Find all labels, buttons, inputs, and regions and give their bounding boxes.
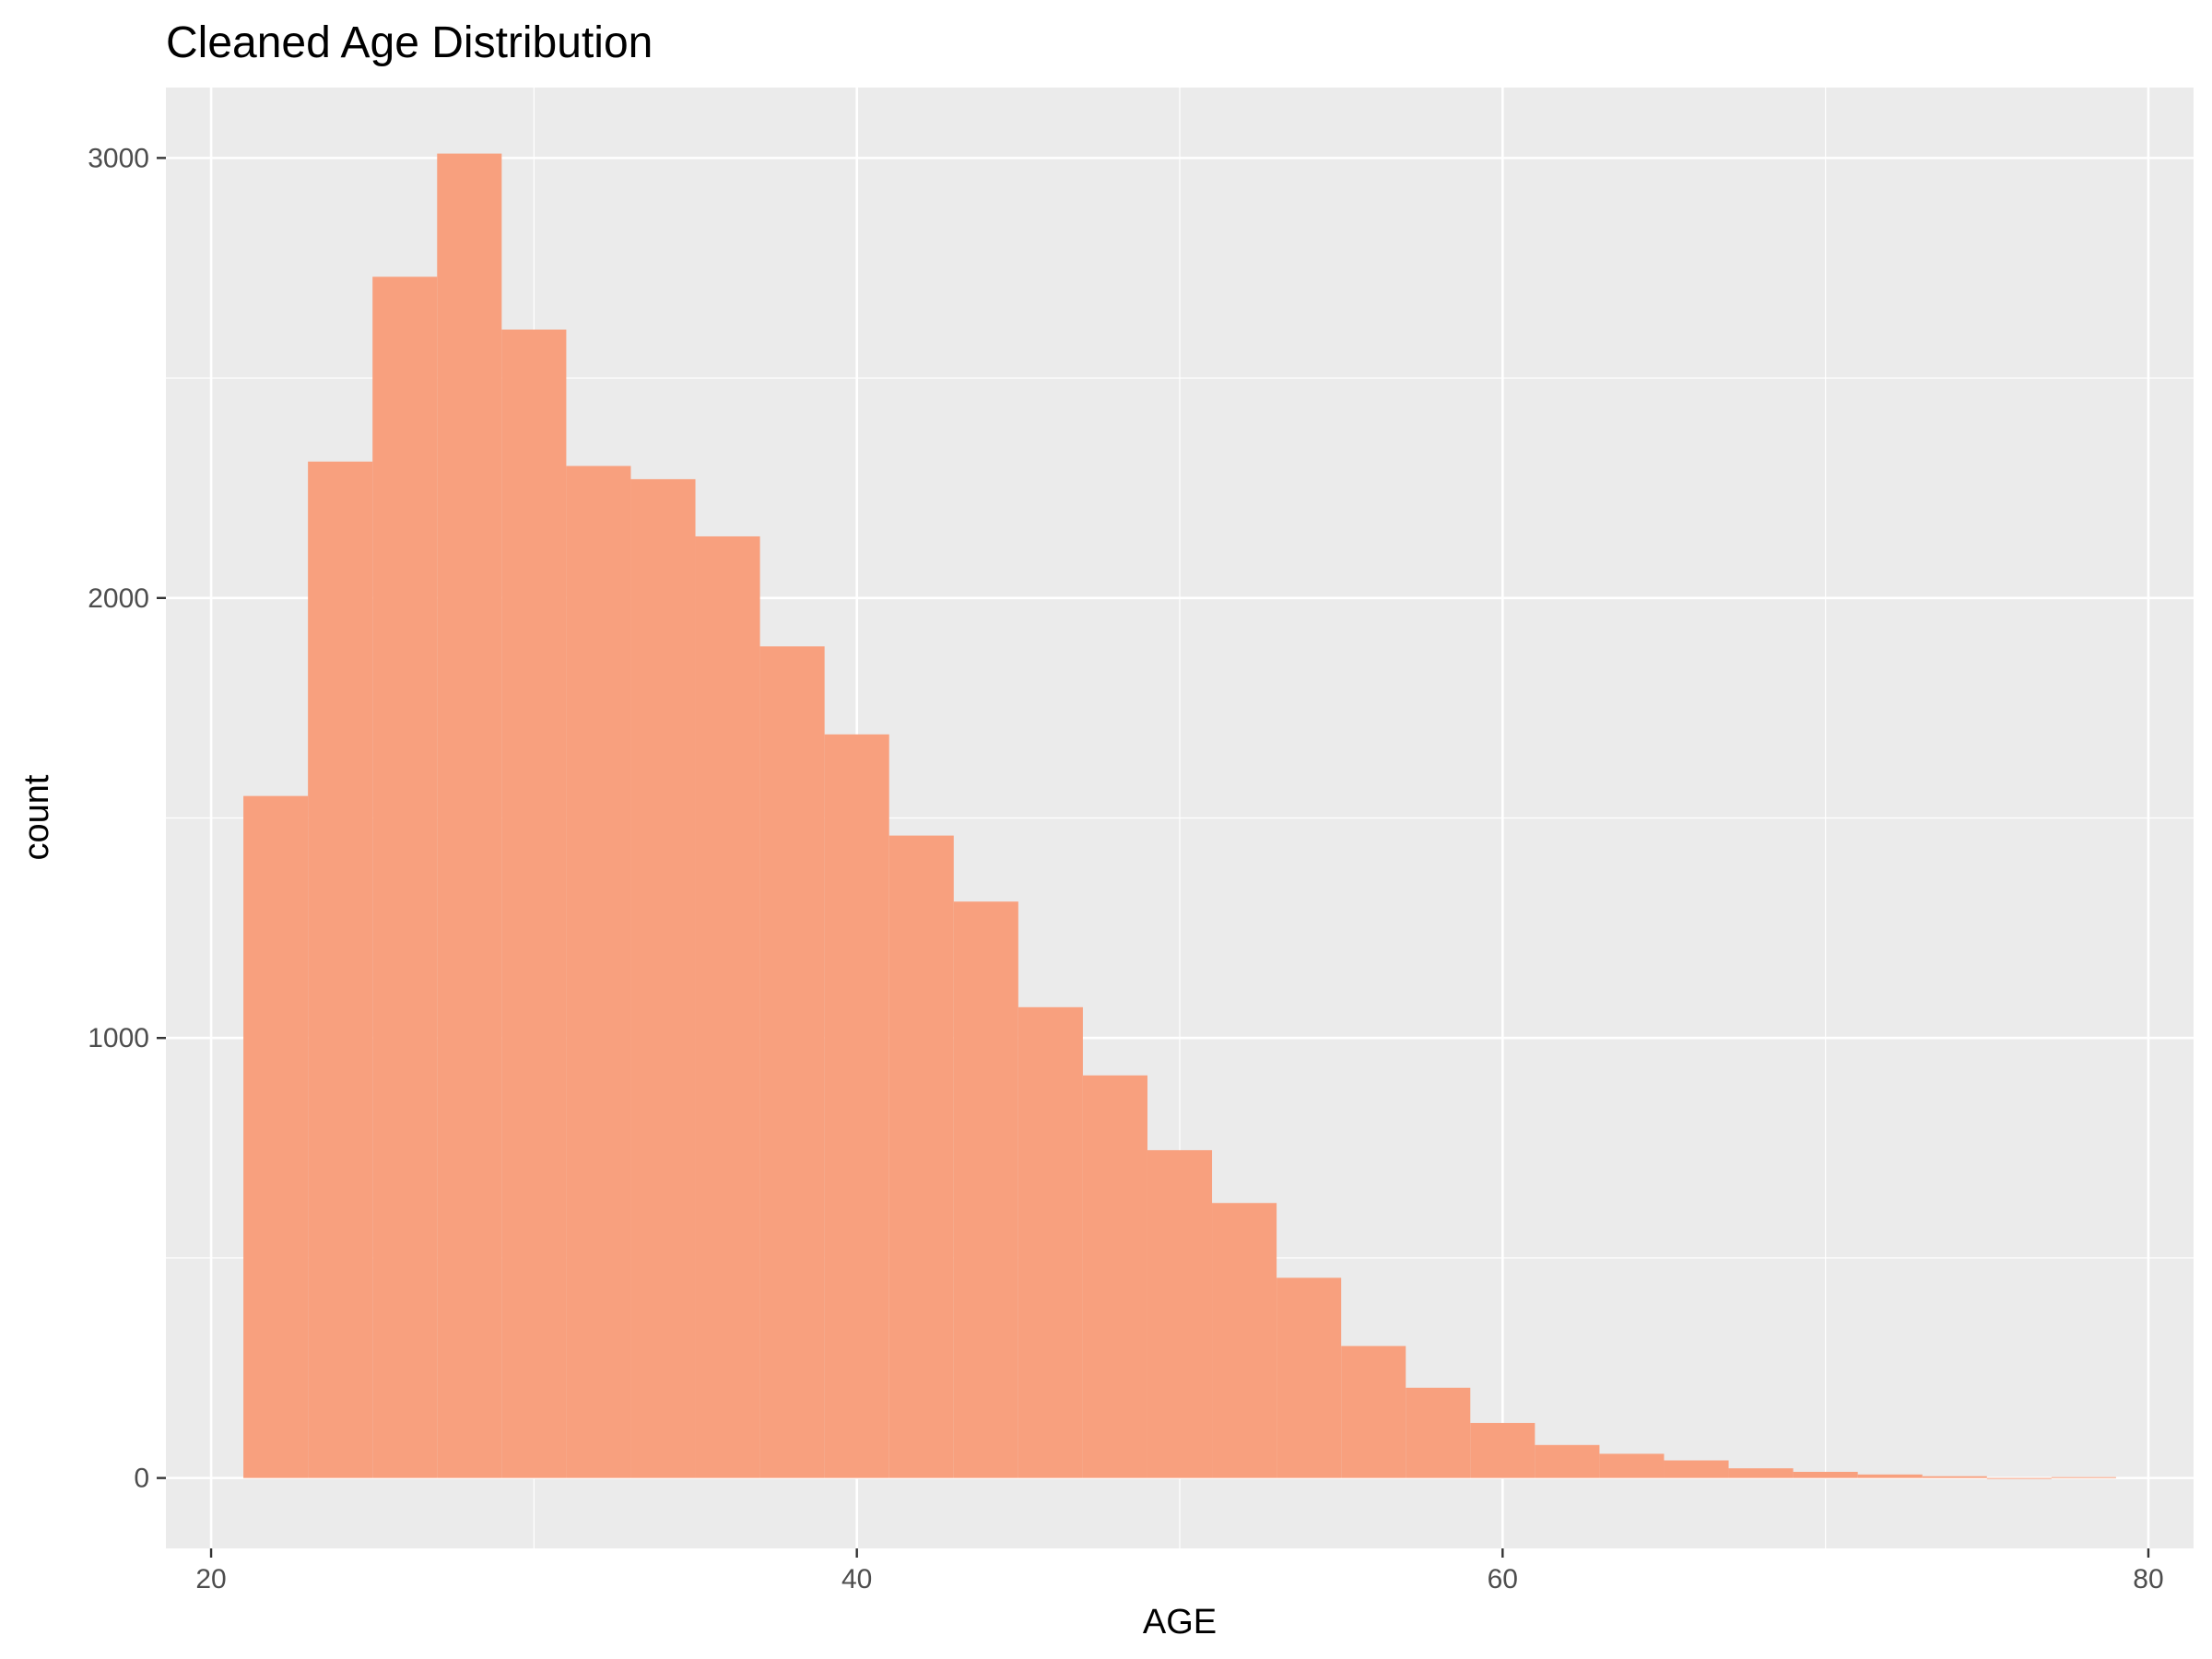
histogram-bar: [501, 329, 567, 1478]
histogram-bar: [1857, 1474, 1923, 1478]
histogram-bar: [1986, 1477, 2052, 1479]
histogram-bar: [1341, 1346, 1406, 1478]
histogram-bar: [308, 461, 373, 1478]
histogram-bar: [1599, 1453, 1665, 1478]
histogram-bar: [1535, 1444, 1600, 1478]
y-tick-label: 3000: [88, 143, 149, 173]
histogram-bar: [372, 276, 438, 1478]
histogram-bar: [1277, 1277, 1342, 1478]
x-tick-label: 40: [841, 1564, 872, 1594]
y-axis: 0 1000 2000 3000: [88, 143, 166, 1494]
histogram-bar: [243, 795, 309, 1478]
histogram-bar: [1922, 1476, 1987, 1478]
histogram-bar: [630, 478, 696, 1478]
x-tick-label: 20: [195, 1564, 226, 1594]
chart-title: Cleaned Age Distribution: [166, 18, 653, 67]
x-axis: 20 40 60 80: [195, 1548, 2164, 1594]
histogram-bar: [1406, 1387, 1471, 1478]
histogram-bar: [566, 465, 631, 1478]
histogram-bar: [695, 535, 760, 1478]
y-tick-label: 0: [134, 1464, 149, 1494]
x-axis-title: AGE: [1143, 1603, 1217, 1641]
histogram-bar: [953, 901, 1018, 1478]
x-tick-label: 60: [1488, 1564, 1518, 1594]
histogram-bar: [1470, 1422, 1535, 1478]
histogram-bar: [1664, 1460, 1729, 1478]
y-tick-label: 1000: [88, 1023, 149, 1053]
histogram-bar: [1018, 1006, 1083, 1478]
histogram-bar: [1082, 1075, 1147, 1478]
histogram-bar: [437, 153, 502, 1478]
histogram-bar: [1793, 1471, 1858, 1478]
y-axis-title: count: [18, 774, 56, 860]
y-tick-label: 2000: [88, 583, 149, 614]
histogram-bar: [824, 734, 889, 1478]
histogram-bar: [1728, 1468, 1794, 1478]
histogram-bar: [888, 835, 954, 1478]
x-tick-label: 80: [2133, 1564, 2163, 1594]
histogram-bar: [1147, 1149, 1213, 1478]
histogram-bar: [1212, 1203, 1277, 1478]
histogram-bar: [2051, 1477, 2116, 1478]
histogram-bars: [243, 153, 2116, 1479]
histogram-bar: [759, 646, 825, 1478]
